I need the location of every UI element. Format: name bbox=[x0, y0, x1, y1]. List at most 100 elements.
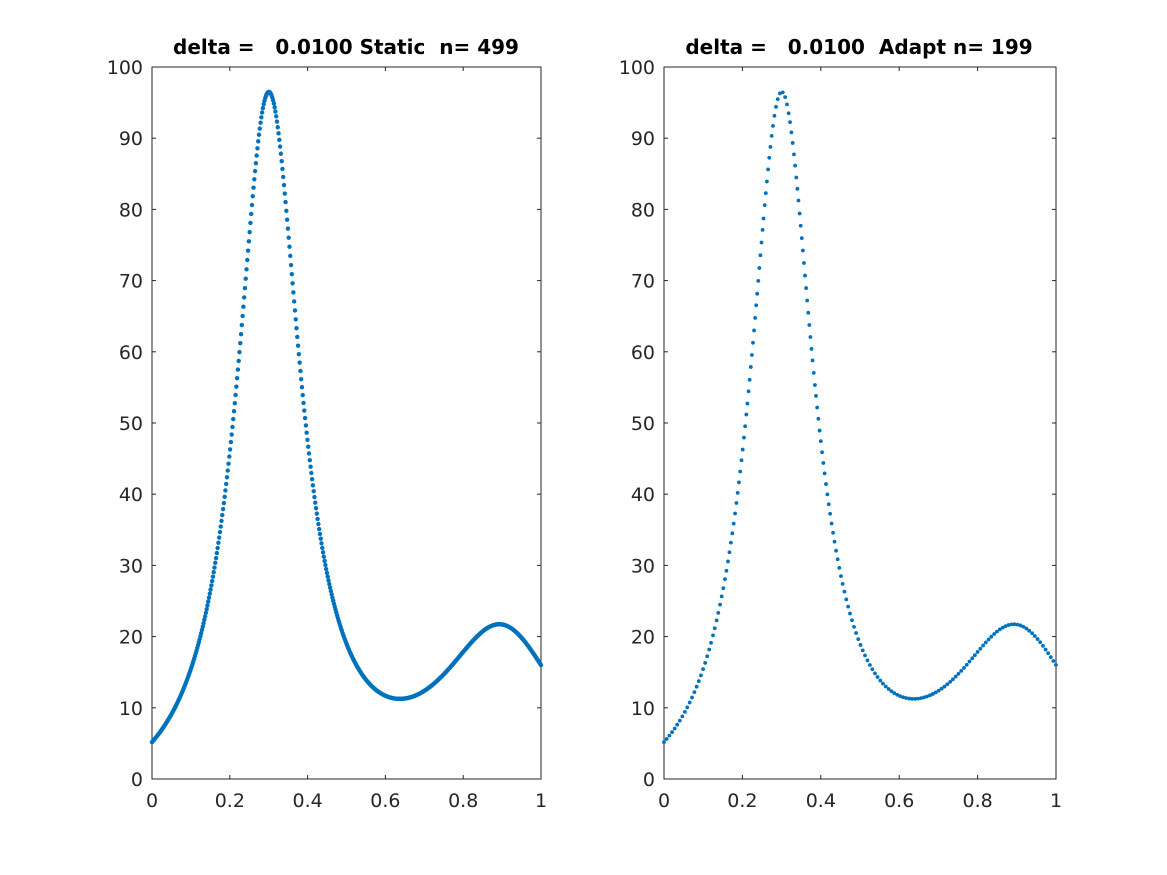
data-point bbox=[278, 151, 284, 156]
data-point bbox=[939, 686, 944, 691]
data-point bbox=[844, 597, 849, 602]
data-point bbox=[1041, 644, 1045, 648]
data-point bbox=[273, 109, 278, 114]
data-point bbox=[289, 271, 295, 277]
data-point bbox=[694, 684, 699, 689]
x-tick-label: 0 bbox=[658, 790, 670, 812]
data-point bbox=[858, 643, 863, 647]
data-point bbox=[675, 722, 680, 727]
data-point bbox=[886, 687, 891, 691]
data-point bbox=[291, 299, 297, 304]
data-point bbox=[326, 578, 331, 583]
data-point bbox=[789, 130, 794, 135]
data-point bbox=[316, 526, 322, 532]
data-point bbox=[302, 415, 308, 421]
data-point bbox=[320, 545, 325, 551]
data-point bbox=[790, 141, 795, 145]
data-point bbox=[314, 511, 320, 516]
data-point bbox=[711, 633, 715, 638]
data-point bbox=[310, 483, 316, 488]
data-point bbox=[818, 439, 823, 444]
x-tick-label: 0.2 bbox=[215, 790, 245, 812]
data-point bbox=[983, 640, 988, 645]
y-tick-label: 10 bbox=[631, 698, 655, 720]
data-point bbox=[667, 733, 672, 738]
data-point bbox=[246, 239, 252, 244]
y-tick-label: 60 bbox=[119, 342, 143, 364]
data-point bbox=[835, 557, 840, 562]
data-point bbox=[311, 489, 316, 494]
data-point bbox=[282, 191, 287, 196]
y-tick-label: 20 bbox=[119, 627, 143, 649]
data-point bbox=[780, 90, 785, 95]
data-point bbox=[922, 695, 926, 700]
static-sampling-plot: delta = 0.0100 Static n= 499 0 0.2 0.4 0.6 0… bbox=[107, 35, 547, 812]
data-point bbox=[967, 659, 972, 664]
data-point bbox=[272, 105, 277, 110]
data-point bbox=[231, 409, 237, 414]
data-point bbox=[763, 191, 768, 196]
data-point bbox=[956, 671, 961, 676]
data-point bbox=[216, 535, 222, 540]
data-point bbox=[244, 267, 249, 272]
data-point bbox=[826, 502, 831, 507]
data-point bbox=[769, 133, 774, 138]
data-point bbox=[281, 174, 286, 180]
data-point bbox=[742, 435, 746, 440]
data-point bbox=[1027, 628, 1032, 633]
y-tick-label: 50 bbox=[631, 413, 655, 435]
data-point bbox=[809, 346, 814, 351]
data-point bbox=[1000, 625, 1005, 630]
data-point bbox=[303, 423, 309, 428]
x-tick-labels: 0 0.2 0.4 0.6 0.8 1 bbox=[146, 790, 547, 812]
data-point bbox=[727, 550, 732, 555]
data-point bbox=[766, 167, 770, 172]
data-point bbox=[828, 511, 833, 516]
y-tick-label: 100 bbox=[107, 57, 143, 79]
y-tick-label: 70 bbox=[119, 271, 143, 293]
x-tick-label: 0.4 bbox=[806, 790, 836, 812]
axis-ticks bbox=[663, 66, 1057, 780]
data-point bbox=[716, 611, 721, 615]
data-point bbox=[948, 679, 953, 684]
data-point bbox=[771, 124, 775, 128]
data-point bbox=[997, 627, 1002, 632]
data-point bbox=[251, 185, 256, 190]
data-point bbox=[304, 430, 309, 435]
data-point bbox=[875, 675, 880, 679]
data-point bbox=[796, 198, 801, 203]
data-point bbox=[831, 530, 835, 535]
data-point bbox=[245, 248, 251, 253]
data-point bbox=[237, 349, 242, 355]
data-point bbox=[277, 137, 282, 142]
data-point bbox=[672, 726, 677, 731]
data-point bbox=[687, 700, 692, 705]
data-point bbox=[892, 691, 897, 696]
data-point bbox=[919, 696, 923, 701]
data-point bbox=[824, 482, 828, 486]
data-point bbox=[1032, 634, 1037, 638]
data-point bbox=[204, 606, 209, 612]
data-point bbox=[783, 95, 788, 100]
data-point bbox=[279, 159, 284, 164]
data-point bbox=[294, 326, 299, 331]
data-points bbox=[662, 90, 1058, 745]
data-point bbox=[913, 696, 917, 701]
data-point bbox=[810, 358, 815, 363]
data-point bbox=[696, 679, 701, 684]
y-tick-label: 0 bbox=[131, 769, 143, 791]
data-point bbox=[734, 501, 739, 505]
data-point bbox=[842, 589, 847, 594]
data-point bbox=[256, 139, 261, 144]
data-point bbox=[712, 626, 717, 631]
data-point bbox=[895, 692, 900, 697]
data-point bbox=[714, 618, 719, 623]
data-points bbox=[149, 89, 544, 745]
data-point bbox=[723, 577, 727, 582]
data-point bbox=[1046, 651, 1051, 656]
data-point bbox=[822, 471, 827, 476]
data-point bbox=[305, 437, 310, 442]
data-point bbox=[898, 694, 903, 699]
data-point bbox=[313, 500, 318, 505]
data-point bbox=[241, 295, 247, 300]
